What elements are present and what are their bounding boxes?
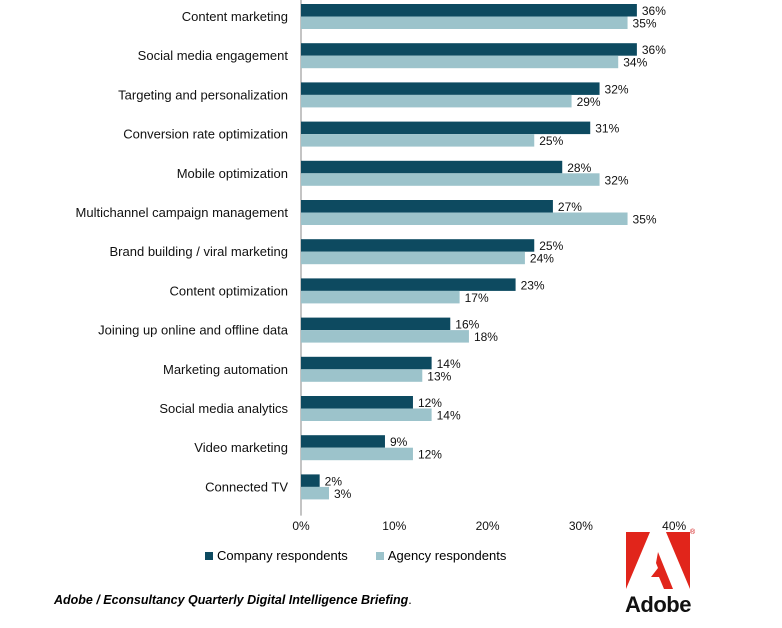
bar-agency (301, 212, 628, 225)
value-label-agency: 32% (605, 173, 629, 187)
value-label-agency: 17% (465, 291, 489, 305)
category-label: Content marketing (182, 9, 288, 24)
bar-agency (301, 369, 423, 382)
category-label: Social media engagement (138, 48, 289, 63)
bar-company (301, 317, 451, 331)
category-label: Targeting and personalization (118, 87, 288, 102)
value-label-company: 16% (455, 318, 479, 332)
x-tick-label: 30% (569, 519, 593, 533)
legend-label-agency: Agency respondents (387, 548, 507, 563)
value-label-company: 28% (567, 161, 591, 175)
bar-company (301, 474, 320, 487)
value-label-agency: 18% (474, 330, 498, 344)
bar-agency (301, 408, 432, 421)
value-label-company: 36% (642, 4, 666, 18)
category-label: Mobile optimization (177, 166, 288, 181)
value-label-agency: 13% (427, 369, 451, 383)
bar-company (301, 278, 516, 291)
bar-company (301, 4, 637, 17)
category-label: Conversion rate optimization (123, 127, 288, 142)
x-tick-label: 10% (382, 519, 406, 533)
x-tick-label: 20% (476, 519, 500, 533)
value-label-company: 2% (325, 474, 343, 488)
value-label-agency: 29% (577, 95, 601, 109)
value-label-company: 23% (521, 278, 545, 292)
bar-company (301, 121, 591, 135)
bar-agency (301, 290, 460, 304)
value-label-company: 36% (642, 43, 666, 57)
value-label-agency: 25% (539, 134, 563, 148)
source-period: . (408, 593, 412, 607)
value-label-company: 32% (605, 82, 629, 96)
value-label-company: 12% (418, 396, 442, 410)
legend-label-company: Company respondents (217, 548, 348, 563)
category-label: Joining up online and offline data (98, 323, 289, 338)
category-label: Multichannel campaign management (76, 205, 289, 220)
value-label-company: 14% (437, 357, 461, 371)
adobe-logo-icon (626, 532, 690, 589)
source-footer: Adobe / Econsultancy Quarterly Digital I… (54, 593, 412, 607)
x-tick-label: 40% (662, 519, 686, 533)
legend-item-agency: Agency respondents (375, 548, 507, 563)
legend-swatch-agency (375, 551, 384, 560)
bar-company (301, 356, 432, 370)
legend-swatch-company (205, 551, 213, 560)
category-label: Content optimization (169, 283, 288, 298)
legend: Company respondents Agency respondents (205, 548, 506, 563)
category-label: Connected TV (205, 479, 288, 494)
bar-company (301, 43, 637, 56)
value-label-agency: 35% (633, 17, 657, 31)
value-label-agency: 34% (623, 56, 647, 70)
bar-agency (301, 134, 535, 147)
value-label-company: 31% (595, 122, 619, 136)
value-label-agency: 12% (418, 448, 442, 462)
value-label-agency: 24% (530, 252, 554, 266)
value-label-agency: 14% (437, 409, 461, 423)
adobe-logo-wordmark: Adobe (625, 592, 691, 617)
bar-agency (301, 447, 413, 461)
x-tick-label: 0% (292, 519, 310, 533)
category-label: Social media analytics (159, 401, 288, 416)
bar-agency (301, 55, 619, 69)
bar-agency (301, 330, 469, 343)
value-label-agency: 35% (633, 213, 657, 227)
source-text: Adobe / Econsultancy Quarterly Digital I… (54, 593, 409, 607)
category-label: Video marketing (194, 440, 288, 455)
bar-company (301, 160, 563, 174)
value-label-company: 9% (390, 435, 408, 449)
bar-agency (301, 251, 525, 265)
bar-agency (301, 94, 572, 108)
value-label-company: 25% (539, 239, 563, 253)
bar-chart: Content marketing 36%35%Social media enga… (76, 0, 687, 533)
bar-agency (301, 16, 628, 29)
bar-company (301, 239, 535, 252)
value-label-company: 27% (558, 200, 582, 214)
bar-company (301, 396, 413, 409)
bar-company (301, 200, 553, 213)
adobe-logo: ® Adobe (622, 529, 696, 619)
bar-agency (301, 486, 329, 500)
category-label: Marketing automation (163, 362, 288, 377)
bar-company (301, 435, 385, 448)
registered-mark: ® (690, 529, 696, 536)
value-label-agency: 3% (334, 487, 352, 501)
category-label: Brand building / viral marketing (110, 244, 288, 259)
legend-item-company: Company respondents (205, 548, 348, 563)
bar-agency (301, 173, 600, 186)
bar-company (301, 82, 600, 95)
